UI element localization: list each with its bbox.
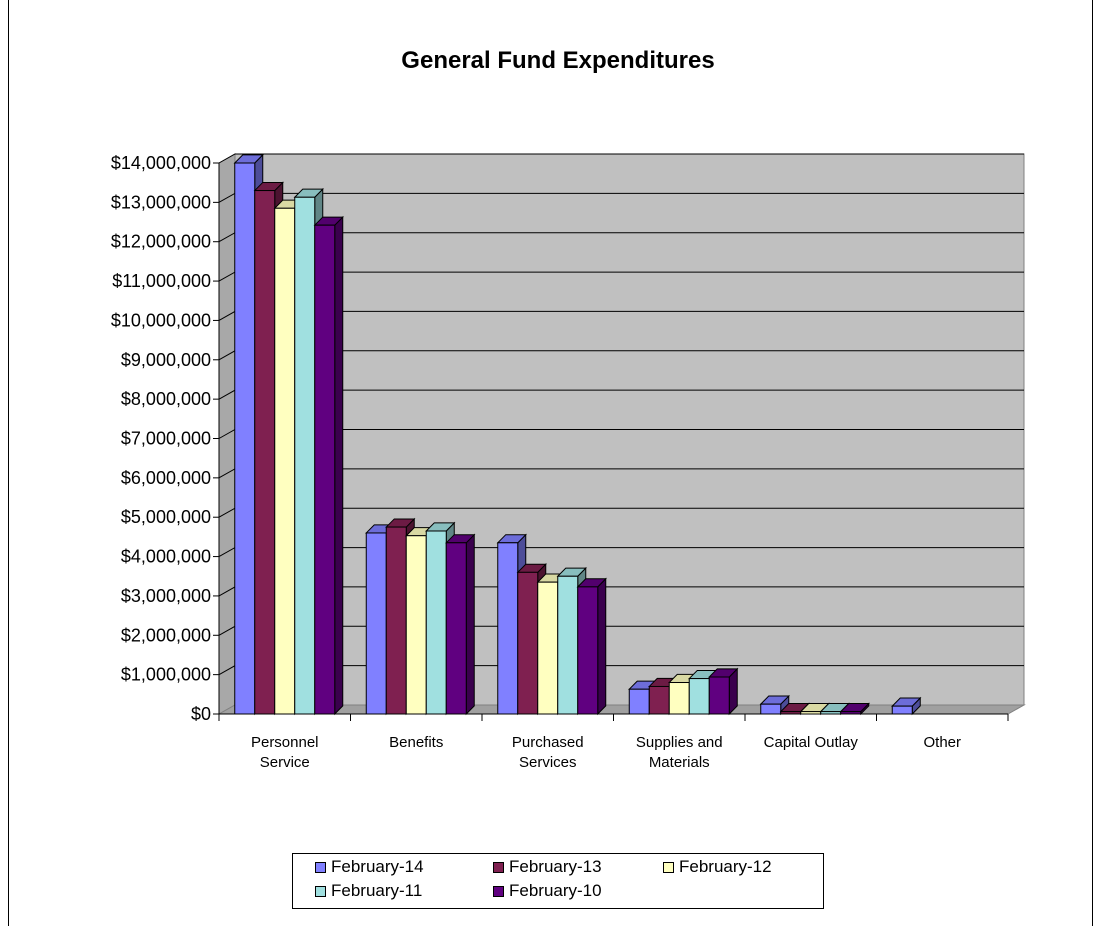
legend-swatch [663, 861, 674, 873]
x-category-label-line: Personnel [251, 734, 319, 751]
bar-front [234, 162, 256, 715]
bar [576, 577, 607, 716]
bar-front [668, 682, 690, 715]
x-category-label-line: Purchased [512, 734, 584, 751]
y-tick-label: $7,000,000 [121, 429, 211, 449]
bar-side [465, 533, 475, 716]
bar-front [425, 530, 447, 715]
y-tick-label: $8,000,000 [121, 389, 211, 409]
chart-title: General Fund Expenditures [401, 47, 714, 74]
bar [445, 533, 476, 716]
bar-front [294, 196, 316, 715]
y-tick-label: $9,000,000 [121, 350, 211, 370]
gridline [218, 153, 1024, 164]
x-category-label-line: Service [260, 754, 310, 771]
y-tick-label: $11,000,000 [112, 271, 211, 291]
x-category-label-line: Services [519, 754, 577, 771]
y-tick-label: $10,000,000 [111, 310, 211, 330]
bar-side [597, 577, 607, 716]
y-tick-label: $14,000,000 [111, 153, 211, 173]
legend-label: February-11 [331, 881, 423, 900]
bar-front [577, 586, 599, 715]
bar-front [800, 711, 822, 715]
y-tick-label: $6,000,000 [121, 468, 211, 488]
legend-swatch [315, 885, 326, 897]
y-tick-label: $1,000,000 [121, 665, 211, 685]
bar-front [780, 711, 802, 715]
bar [891, 696, 922, 716]
legend-item: February-12 [663, 856, 772, 878]
bar-front [648, 685, 670, 715]
bar-front [274, 207, 296, 715]
bar [313, 215, 344, 716]
y-tick-label: $3,000,000 [121, 586, 211, 606]
bar-front [537, 581, 559, 715]
x-axis: Personnel Service Benefits Purchased Service… [218, 713, 1009, 771]
bars [233, 153, 922, 716]
legend-swatch [315, 861, 326, 873]
legend-swatch [493, 861, 504, 873]
bar-front [891, 705, 913, 715]
bar-front [557, 575, 579, 715]
bar-front [254, 190, 276, 715]
legend-item: February-14 [315, 856, 424, 878]
x-category-label: Benefits [389, 734, 443, 751]
legend-label: February-14 [331, 857, 424, 876]
x-category-label: Supplies and Materials [636, 734, 723, 771]
bar-front [517, 571, 539, 715]
x-category-label-line: Other [923, 734, 961, 751]
bar-front [314, 224, 336, 715]
y-tick-label: $4,000,000 [121, 547, 211, 567]
x-category-label-line: Capital Outlay [764, 734, 859, 751]
bar [708, 667, 739, 716]
x-category-label-line: Supplies and [636, 734, 723, 751]
y-axis: $0 $1,000,000 $2,000,000 $3,000,000 $4,000,0… [111, 153, 220, 724]
legend-label: February-12 [679, 857, 772, 876]
bar-side [334, 215, 344, 716]
bar-front [708, 676, 730, 715]
x-category-label: Capital Outlay [764, 734, 859, 751]
bar-front [405, 535, 427, 715]
bar [839, 702, 870, 716]
y-tick-label: $2,000,000 [121, 625, 211, 645]
bar-front [497, 542, 519, 715]
legend-item: February-10 [493, 880, 602, 902]
bar-front [840, 711, 862, 715]
y-tick-label: $5,000,000 [121, 507, 211, 527]
bar-front [760, 703, 782, 715]
bar-front [688, 678, 710, 715]
x-category-label: Personnel Service [251, 734, 319, 771]
legend-swatch [493, 885, 504, 897]
legend-item: February-11 [315, 880, 422, 902]
y-tick-label: $13,000,000 [111, 192, 211, 212]
legend-label: February-13 [509, 857, 602, 876]
bar-front [385, 526, 407, 715]
bar-front [628, 688, 650, 715]
x-category-label-line: Benefits [389, 734, 443, 751]
bar-front [445, 542, 467, 715]
legend-label: February-10 [509, 881, 602, 900]
x-category-label: Purchased Services [512, 734, 584, 771]
legend: February-14 February-13 February-12 Februar… [292, 853, 824, 909]
y-tick-label: $0 [191, 704, 211, 724]
x-category-label: Other [923, 734, 961, 751]
bar-front [365, 532, 387, 715]
x-category-label-line: Materials [649, 754, 710, 771]
legend-item: February-13 [493, 856, 602, 878]
y-tick-label: $12,000,000 [111, 232, 211, 252]
bar-front [820, 711, 842, 715]
